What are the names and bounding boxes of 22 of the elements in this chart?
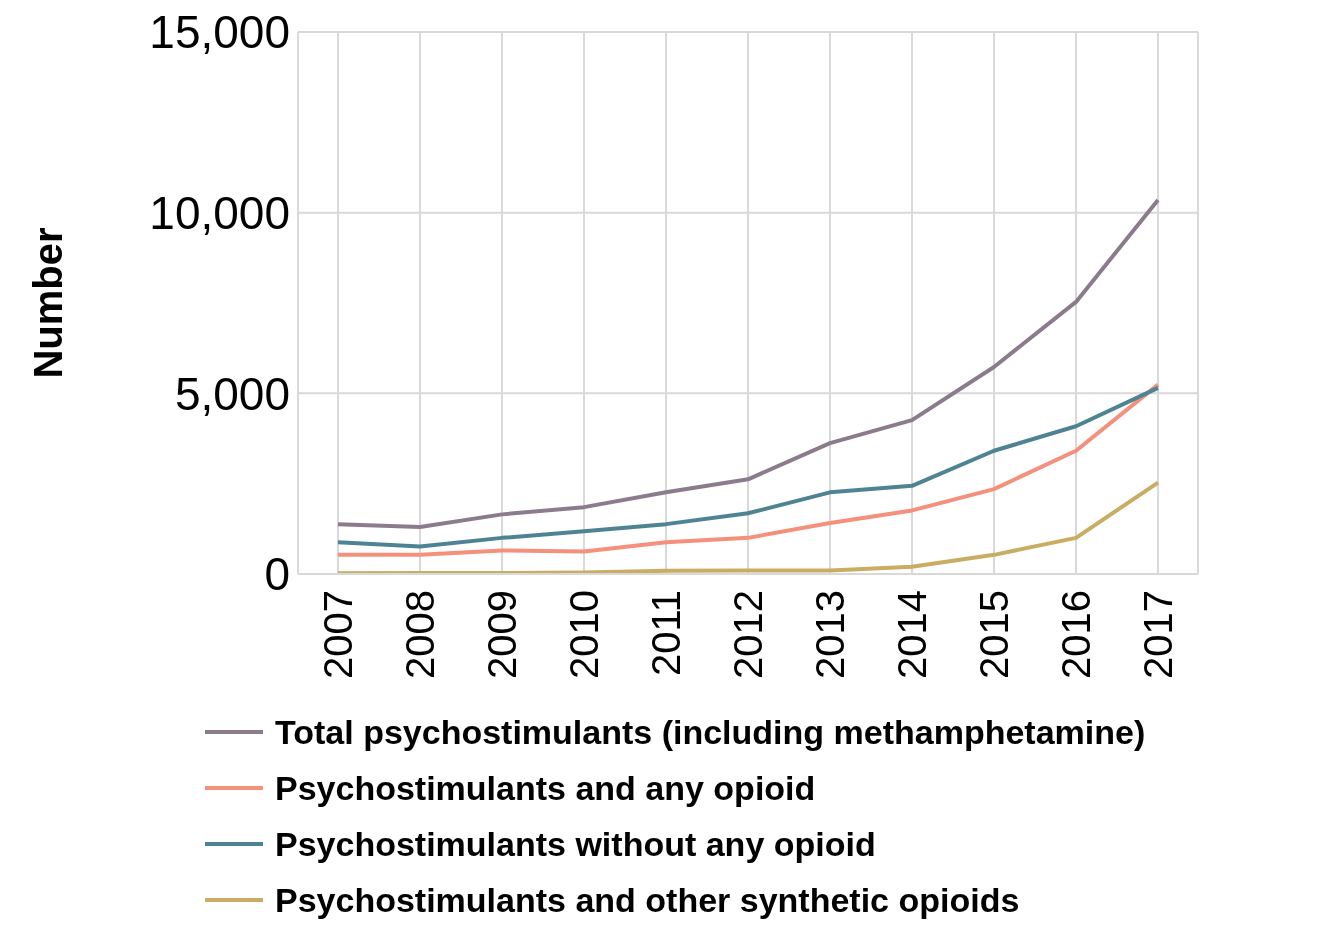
x-tick-label: 2014	[890, 590, 934, 679]
y-tick-label: 5,000	[174, 367, 290, 420]
x-tick-label: 2017	[1136, 590, 1180, 679]
y-tick-label: 10,000	[149, 187, 290, 239]
y-tick-label: 0	[264, 548, 290, 601]
x-tick-label: 2011	[644, 590, 688, 677]
legend-label: Psychostimulants without any opioid	[275, 824, 876, 864]
x-tick-label: 2007	[316, 590, 360, 679]
legend-label: Psychostimulants and other synthetic opioids	[275, 880, 1020, 920]
x-tick-label: 2008	[398, 590, 442, 679]
x-tick-label: 2010	[562, 590, 606, 679]
y-tick-label: 15,000	[149, 6, 290, 59]
x-tick-label: 2012	[726, 590, 770, 679]
x-tick-label: 2015	[972, 590, 1016, 679]
legend-label: Total psychostimulants (including methamphetamine)	[275, 712, 1146, 752]
legend-label: Psychostimulants and any opioid	[275, 768, 816, 808]
x-tick-label: 2016	[1054, 590, 1098, 679]
y-axis-title: Number	[26, 227, 71, 379]
x-tick-label: 2013	[808, 590, 852, 679]
line-series	[336, 480, 1160, 574]
line-series	[336, 198, 1160, 530]
x-tick-label: 2009	[480, 590, 524, 679]
